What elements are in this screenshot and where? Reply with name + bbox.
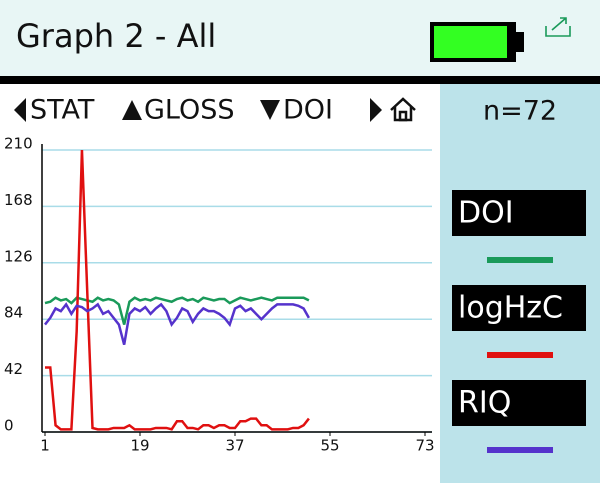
y-tick-label: 42 bbox=[4, 360, 23, 378]
x-tick-label: 37 bbox=[225, 437, 244, 455]
x-tick-label: 1 bbox=[40, 437, 50, 455]
down-arrow[interactable] bbox=[260, 100, 280, 120]
nav-item[interactable]: DOI bbox=[283, 95, 333, 126]
home-icon[interactable] bbox=[390, 97, 416, 122]
divider bbox=[0, 76, 600, 84]
legend-box bbox=[452, 190, 586, 236]
legend-box bbox=[452, 285, 586, 331]
x-tick-label: 55 bbox=[320, 437, 339, 455]
data-line bbox=[45, 149, 310, 431]
nav-row: STAT GLOSS DOI bbox=[14, 95, 416, 126]
y-tick-label: 84 bbox=[4, 304, 23, 322]
legend-label: logHzC bbox=[458, 291, 563, 326]
x-tick-label: 73 bbox=[415, 437, 434, 455]
left-arrow[interactable] bbox=[14, 98, 26, 122]
y-tick-label: 126 bbox=[4, 247, 33, 265]
battery-icon bbox=[430, 22, 524, 62]
y-tick-label: 210 bbox=[4, 135, 33, 153]
x-tick-label: 19 bbox=[130, 437, 149, 455]
export-icon[interactable] bbox=[545, 17, 571, 37]
legend-label: DOI bbox=[458, 196, 514, 231]
y-tick-label: 0 bbox=[4, 417, 14, 435]
legend-box bbox=[452, 380, 586, 426]
up-arrow[interactable] bbox=[122, 100, 142, 120]
sample-count: n=72 bbox=[483, 96, 557, 127]
nav-item[interactable]: STAT bbox=[30, 95, 95, 126]
y-tick-label: 168 bbox=[4, 191, 33, 209]
nav-item[interactable]: GLOSS bbox=[144, 95, 235, 126]
screen-title: Graph 2 - All bbox=[16, 17, 216, 55]
legend-label: RIQ bbox=[458, 386, 511, 421]
data-line bbox=[44, 296, 310, 325]
right-arrow[interactable] bbox=[370, 98, 382, 122]
data-line bbox=[44, 302, 310, 346]
